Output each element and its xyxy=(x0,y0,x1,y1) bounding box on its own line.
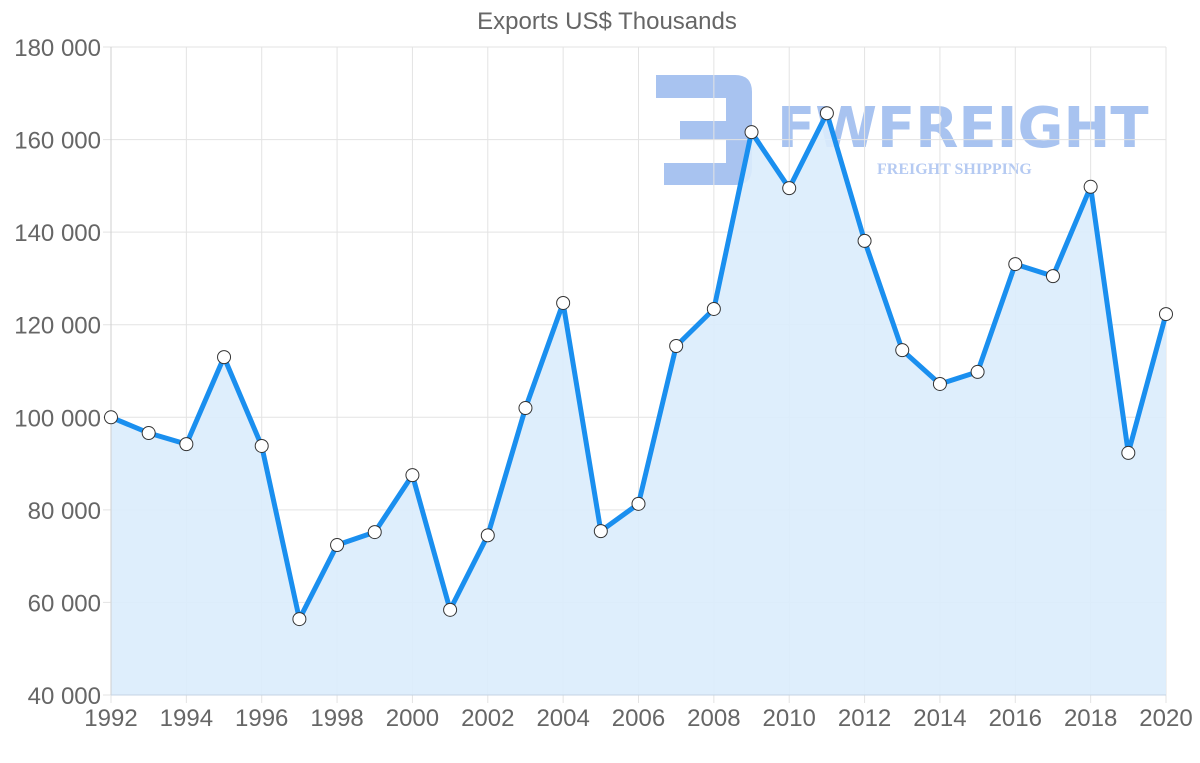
data-point-marker xyxy=(932,376,947,391)
x-tick-label: 2006 xyxy=(612,705,665,732)
data-point-marker xyxy=(556,295,571,310)
data-point-marker xyxy=(179,437,194,452)
y-tick-label: 80 000 xyxy=(28,498,101,525)
data-point-marker xyxy=(480,528,495,543)
data-point-marker xyxy=(141,426,156,441)
data-point-marker xyxy=(744,125,759,140)
data-point-marker xyxy=(895,343,910,358)
data-point-marker xyxy=(631,496,646,511)
y-tick-label: 140 000 xyxy=(14,220,101,247)
data-point-marker xyxy=(518,401,533,416)
x-tick-label: 2020 xyxy=(1139,705,1192,732)
data-point-marker xyxy=(292,612,307,627)
data-point-marker xyxy=(104,410,118,425)
chart-title: Exports US$ Thousands xyxy=(477,8,737,35)
data-point-marker xyxy=(669,339,684,354)
x-tick-label: 2018 xyxy=(1064,705,1117,732)
x-tick-label: 1992 xyxy=(84,705,137,732)
fw-logo-icon xyxy=(656,75,752,185)
x-tick-label: 1998 xyxy=(310,705,363,732)
data-point-marker xyxy=(254,438,269,453)
data-point-marker xyxy=(706,301,721,316)
data-point-marker xyxy=(1045,269,1060,284)
data-series xyxy=(104,106,1173,627)
x-tick-label: 2000 xyxy=(386,705,439,732)
x-axis-labels: 1992 1994 1996 1998 2000 2002 2004 2006 2008 2010… xyxy=(84,705,1192,732)
y-tick-label: 40 000 xyxy=(28,683,101,710)
y-tick-label: 60 000 xyxy=(28,590,101,617)
x-tick-label: 2008 xyxy=(687,705,740,732)
watermark-logo: FWFREIGHT FREIGHT SHIPPING xyxy=(656,75,1149,185)
data-point-marker xyxy=(330,538,345,553)
axes xyxy=(110,47,1166,696)
area-fill xyxy=(111,113,1166,695)
data-point-marker xyxy=(217,350,232,365)
data-point-marker xyxy=(593,524,608,539)
y-axis-labels: 40 000 60 000 80 000 100 000 120 000 140 000 1… xyxy=(14,35,101,710)
data-point-marker xyxy=(367,525,382,540)
x-tick-label: 2012 xyxy=(838,705,891,732)
data-point-marker xyxy=(970,364,985,379)
y-tick-label: 100 000 xyxy=(14,405,101,432)
data-point-marker xyxy=(782,181,797,196)
watermark-tagline: FREIGHT SHIPPING xyxy=(877,161,1032,178)
data-point-marker xyxy=(405,468,420,483)
area-fill-shape xyxy=(111,113,1166,695)
data-point-marker xyxy=(1121,445,1136,460)
data-point-marker xyxy=(1159,307,1173,322)
x-tick-label: 2010 xyxy=(763,705,816,732)
data-point-marker xyxy=(1083,179,1098,194)
y-tick-label: 180 000 xyxy=(14,35,101,62)
x-tick-label: 2002 xyxy=(461,705,514,732)
x-tick-label: 2004 xyxy=(536,705,589,732)
data-point-marker xyxy=(1008,257,1023,272)
data-point-marker xyxy=(857,233,872,248)
x-tick-label: 1994 xyxy=(160,705,213,732)
y-tick-label: 120 000 xyxy=(14,313,101,340)
x-tick-label: 2016 xyxy=(989,705,1042,732)
data-point-marker xyxy=(819,106,834,121)
x-tick-label: 1996 xyxy=(235,705,288,732)
x-tick-label: 2014 xyxy=(913,705,966,732)
data-point-marker xyxy=(443,602,458,617)
y-tick-label: 160 000 xyxy=(14,128,101,155)
